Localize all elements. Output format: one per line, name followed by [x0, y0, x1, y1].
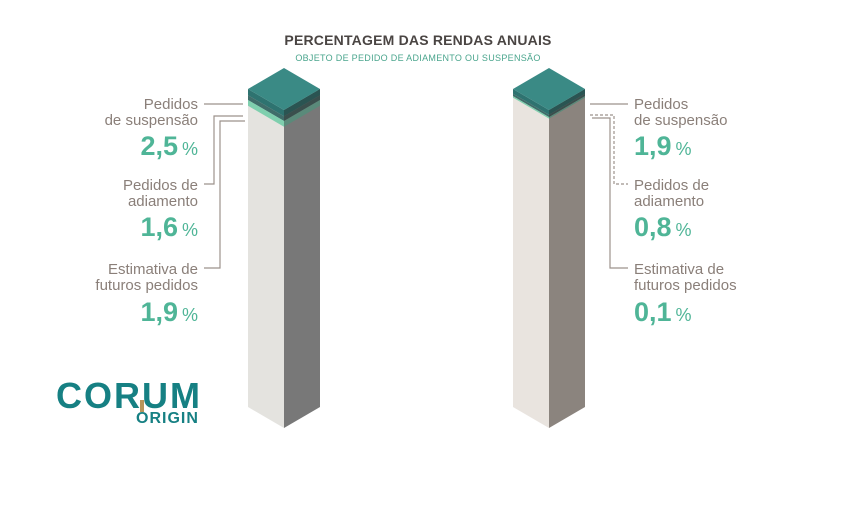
column-1-top-face: [513, 68, 585, 110]
column-1-slab-2-left: [513, 96, 549, 119]
right-label-estimate-line1: Estimativa de: [634, 261, 725, 278]
logo-gold-accent: [140, 400, 144, 412]
column-0-slab-2-right: [284, 100, 320, 127]
right-value-estimate: 0,1%: [634, 297, 692, 330]
left-label-suspension-line1: Pedidos: [143, 96, 198, 113]
column-0-slab-2-left: [248, 100, 284, 127]
right-label-estimate-line2: futuros pedidos: [634, 277, 737, 294]
column-0-slab-0-left: [248, 89, 284, 117]
left-value-postponement-number: 1,6: [140, 212, 178, 242]
percent-sign: %: [675, 139, 692, 159]
percent-sign: %: [675, 220, 692, 240]
left-value-estimate: 1,9%: [140, 297, 198, 330]
column-1-slab-1-right: [549, 93, 585, 118]
column-1-slab-2-right: [549, 96, 585, 119]
right-value-postponement: 0,8%: [634, 212, 692, 245]
right-label-postponement-line1: Pedidos de: [634, 177, 710, 194]
right-label-estimate: Estimativa de futuros pedidos: [634, 262, 737, 294]
column-1-right-face: [549, 89, 585, 428]
right-connector-postponement: [590, 114, 628, 185]
right-label-suspension-line1: Pedidos: [634, 96, 689, 113]
column-0-slab-1-right: [284, 95, 320, 122]
corum-origin-logo: CORUM ORIGIN: [56, 378, 206, 432]
percent-sign: %: [675, 305, 692, 325]
left-value-postponement: 1,6%: [140, 212, 198, 245]
left-label-suspension-line2: de suspensão: [104, 112, 198, 129]
left-value-suspension-number: 2,5: [140, 131, 178, 161]
left-value-estimate-number: 1,9: [140, 297, 178, 327]
left-label-postponement: Pedidos de adiamento: [123, 178, 198, 210]
logo-corum-text: CORUM: [56, 375, 202, 416]
right-connector-estimate: [592, 117, 628, 269]
right-value-postponement-number: 0,8: [634, 212, 672, 242]
right-label-postponement-line2: adiamento: [634, 193, 705, 210]
percent-sign: %: [181, 305, 198, 325]
right-value-suspension: 1,9%: [634, 131, 692, 164]
column-0-right-face: [284, 89, 320, 428]
left-value-suspension: 2,5%: [140, 131, 198, 164]
chart-title: PERCENTAGEM DAS RENDAS ANUAIS: [284, 32, 552, 48]
right-label-suspension: Pedidos de suspensão: [634, 97, 727, 129]
column-1-slab-0-right: [549, 89, 585, 115]
column-0-top-face: [248, 68, 320, 110]
left-connector-estimate: [204, 120, 245, 269]
left-label-estimate-line1: Estimativa de: [107, 261, 198, 278]
right-value-estimate-number: 0,1: [634, 297, 672, 327]
percent-sign: %: [181, 139, 198, 159]
column-0-slab-1-left: [248, 95, 284, 122]
right-value-suspension-number: 1,9: [634, 131, 672, 161]
percent-sign: %: [181, 220, 198, 240]
left-connector-postponement: [204, 115, 243, 185]
left-label-postponement-line2: adiamento: [127, 193, 198, 210]
left-label-postponement-line1: Pedidos de: [122, 177, 198, 194]
logo-origin-text: ORIGIN: [136, 410, 199, 427]
left-label-suspension: Pedidos de suspensão: [105, 97, 198, 129]
chart-subtitle: OBJETO DE PEDIDO DE ADIAMENTO OU SUSPENS…: [295, 53, 541, 63]
column-1-left-face: [513, 89, 549, 428]
column-1-slab-0-left: [513, 89, 549, 115]
left-label-estimate: Estimativa de futuros pedidos: [95, 262, 198, 294]
left-label-estimate-line2: futuros pedidos: [95, 277, 198, 294]
column-1-slab-1-left: [513, 93, 549, 118]
right-label-postponement: Pedidos de adiamento: [634, 178, 709, 210]
column-0-left-face: [248, 89, 284, 428]
right-label-suspension-line2: de suspensão: [634, 112, 728, 129]
column-0-slab-0-right: [284, 89, 320, 117]
